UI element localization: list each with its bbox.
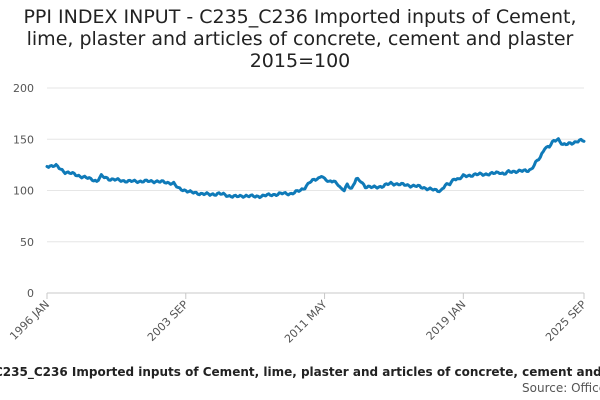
series-line <box>45 137 586 200</box>
source-label: Source: Office for National Statistics <box>522 381 600 395</box>
x-tick-label: 2003 SEP <box>145 298 191 344</box>
source-note: Source: Office for National Statistics <box>510 381 600 397</box>
y-axis-tick-labels: 0 50 100 150 200 <box>13 82 34 300</box>
legend: C235_C236 Imported inputs of Cement, lim… <box>0 364 600 382</box>
gridlines <box>47 87 584 243</box>
chart-title-line-2: lime, plaster and articles of concrete, … <box>26 28 574 50</box>
y-tick-label: 50 <box>20 236 34 249</box>
y-tick-label: 200 <box>13 82 34 95</box>
chart-title-line-3: 2015=100 <box>249 50 351 72</box>
x-tick-label: 2025 SEP <box>543 298 589 344</box>
series-layer <box>45 137 586 200</box>
x-tick-label: 2011 MAY <box>282 298 330 346</box>
x-tick-label: 1996 JAN <box>7 298 52 343</box>
chart-title: PPI INDEX INPUT - C235_C236 Imported inp… <box>0 6 600 72</box>
legend-entry-label: C235_C236 Imported inputs of Cement, lim… <box>0 365 600 379</box>
x-axis-tick-labels: 1996 JAN 2003 SEP 2011 MAY 2019 JAN 2025 SEP <box>7 298 589 346</box>
chart-title-line-1: PPI INDEX INPUT - C235_C236 Imported inp… <box>23 6 577 28</box>
x-axis <box>46 292 585 299</box>
x-tick-label: 2019 JAN <box>424 298 469 343</box>
y-tick-label: 0 <box>27 287 34 300</box>
y-tick-label: 150 <box>13 133 34 146</box>
y-tick-label: 100 <box>13 185 34 198</box>
